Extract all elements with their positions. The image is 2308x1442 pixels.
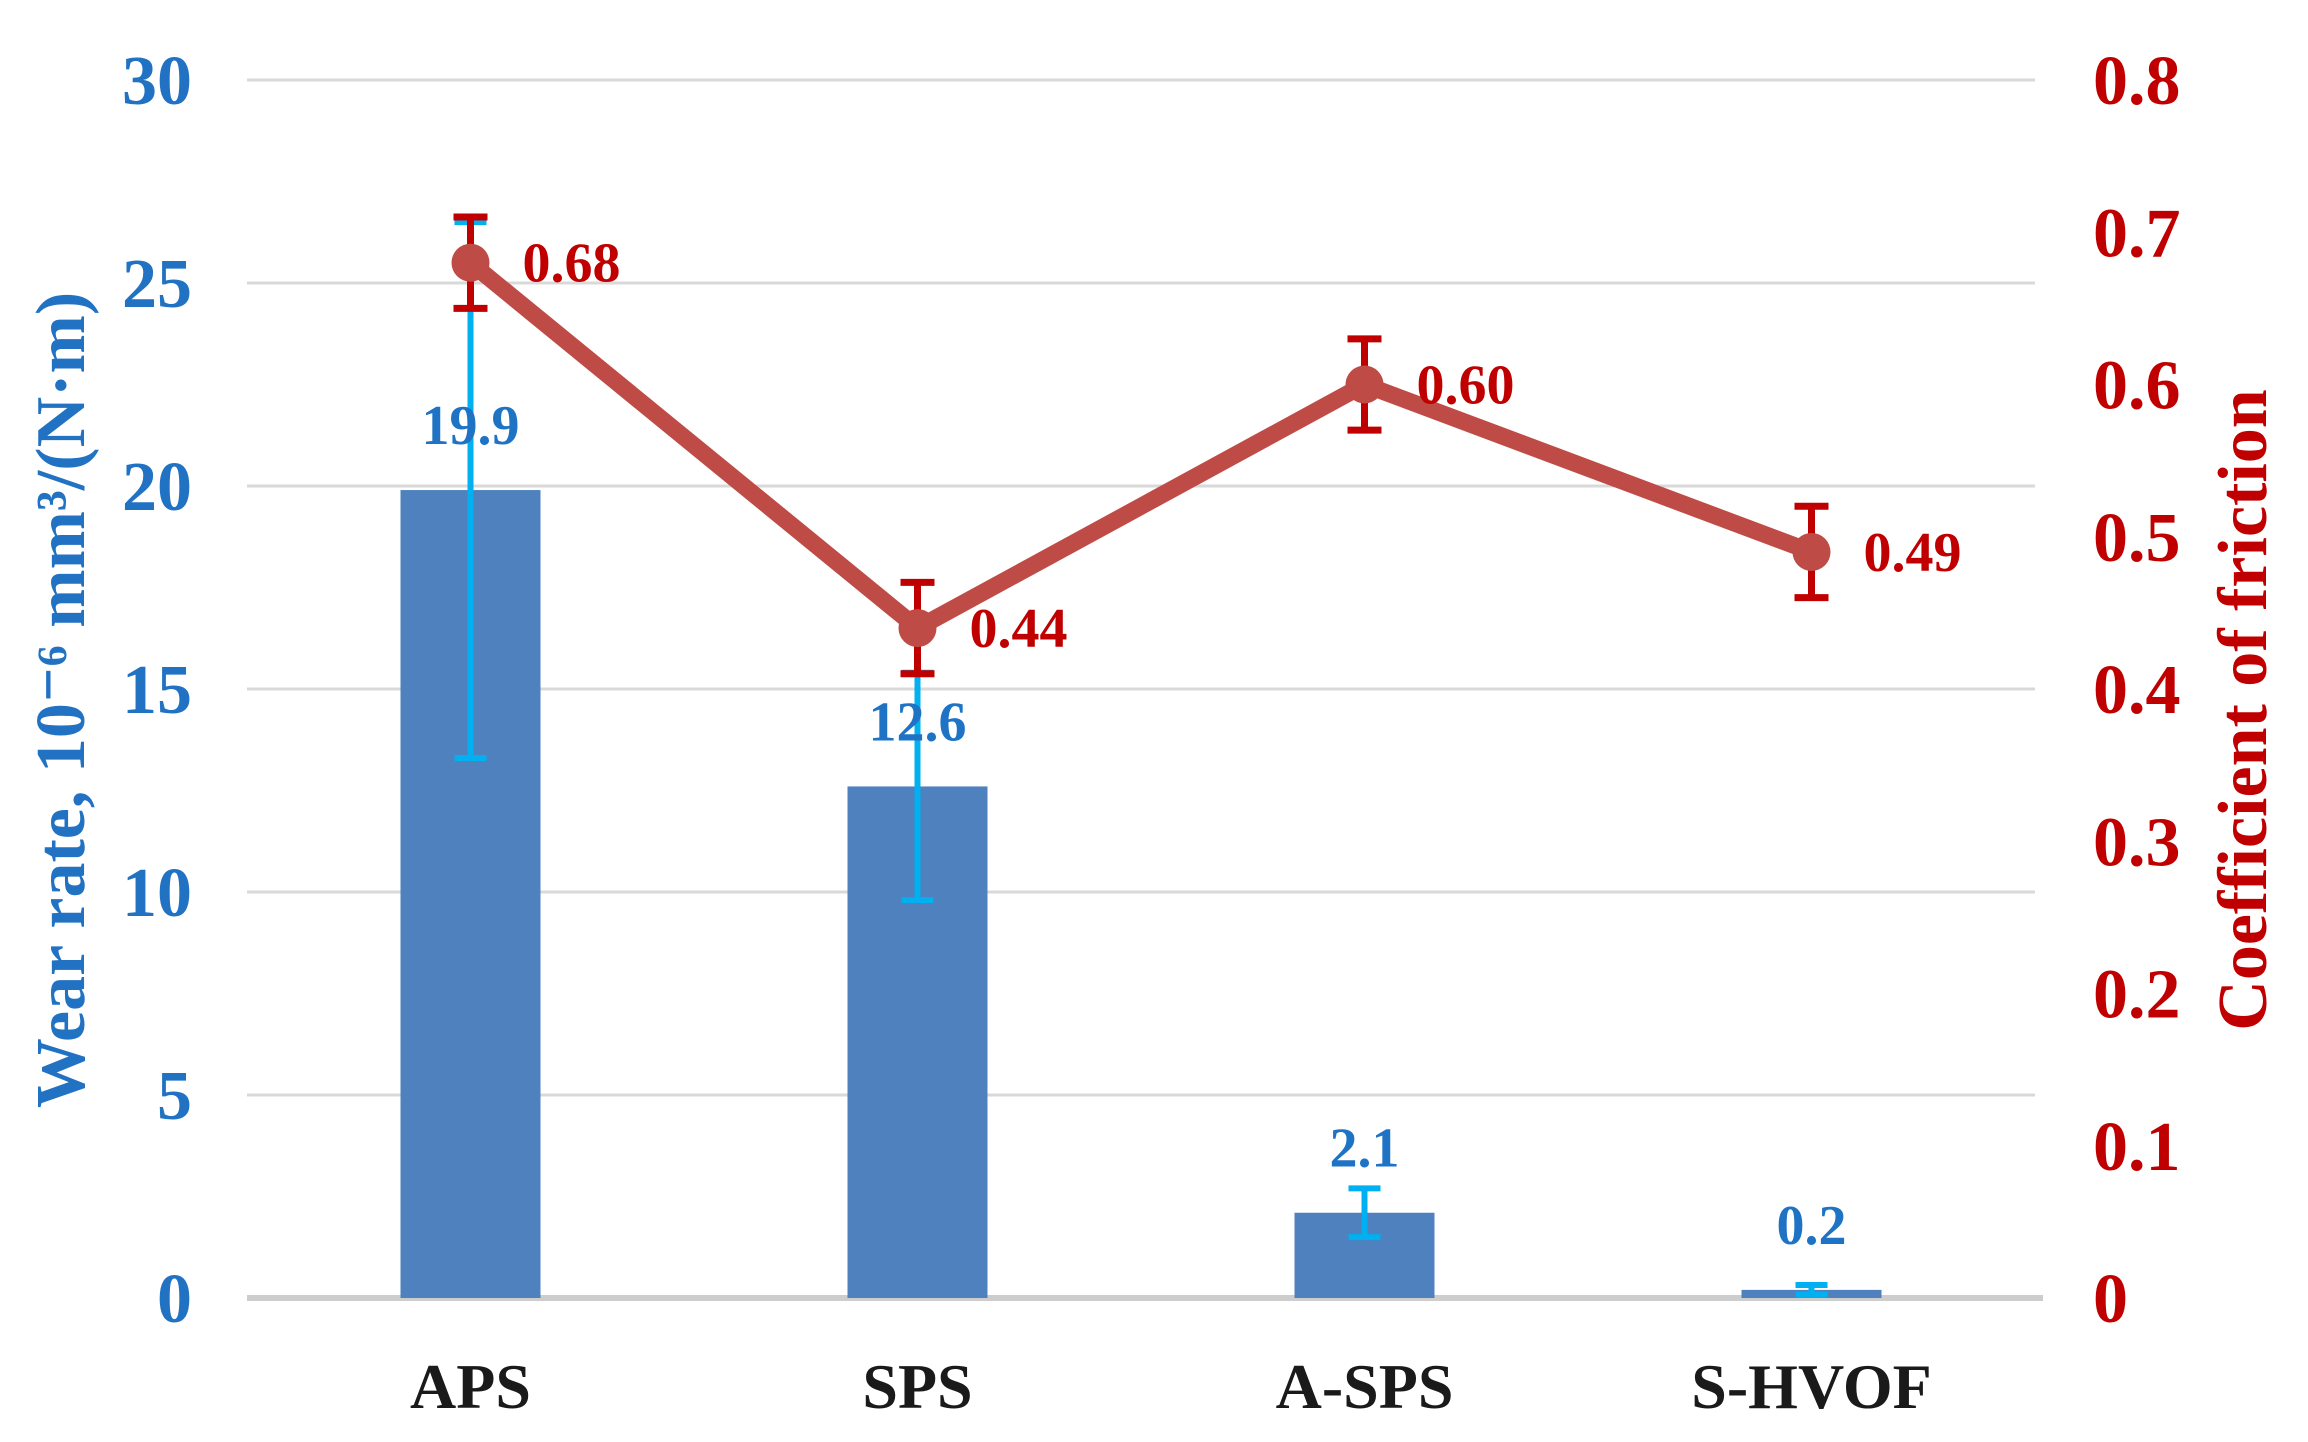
friction-line (462, 254, 1820, 637)
right-tick-0.5: 0.5 (2093, 500, 2181, 577)
friction-label-sps: 0.44 (970, 598, 1068, 660)
marker-aps (451, 243, 490, 282)
marker-sps (898, 609, 937, 648)
left-tick-20: 20 (122, 449, 192, 526)
right-tick-0.8: 0.8 (2093, 43, 2181, 120)
category-label-s-hvof: S-HVOF (1691, 1351, 1932, 1422)
marker-a-sps (1345, 365, 1384, 404)
wear-label-a-sps: 2.1 (1330, 1118, 1400, 1180)
left-tick-10: 10 (122, 855, 192, 932)
wear-label-s-hvof: 0.2 (1777, 1195, 1847, 1257)
left-tick-25: 25 (122, 246, 192, 323)
friction-label-a-sps: 0.60 (1417, 355, 1515, 417)
right-tick-0.7: 0.7 (2093, 195, 2181, 272)
right-tick-0.6: 0.6 (2093, 348, 2181, 425)
category-label-aps: APS (410, 1351, 531, 1422)
category-label-a-sps: A-SPS (1276, 1351, 1454, 1422)
wear-label-sps: 12.6 (869, 691, 967, 753)
friction-label-aps: 0.68 (523, 233, 621, 295)
right-tick-0.4: 0.4 (2093, 652, 2181, 729)
left-tick-30: 30 (122, 43, 192, 120)
right-tick-0.2: 0.2 (2093, 957, 2181, 1034)
wear-label-aps: 19.9 (422, 395, 520, 457)
right-tick-0.1: 0.1 (2093, 1109, 2181, 1186)
left-tick-0: 0 (157, 1261, 192, 1338)
right-tick-0.3: 0.3 (2093, 804, 2181, 881)
left-tick-15: 15 (122, 652, 192, 729)
friction-label-s-hvof: 0.49 (1864, 522, 1962, 584)
right-tick-0: 0 (2093, 1261, 2128, 1338)
category-label-sps: SPS (862, 1351, 972, 1422)
left-tick-5: 5 (157, 1058, 192, 1135)
marker-s-hvof (1792, 532, 1831, 571)
